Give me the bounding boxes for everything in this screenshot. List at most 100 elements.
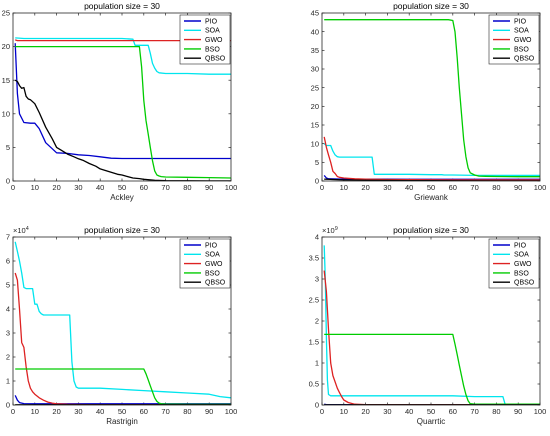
y-tick-label: 1.5: [309, 338, 319, 347]
x-axis-label: Rastrigin: [106, 417, 138, 426]
series-line-qbso: [14, 79, 231, 181]
x-axis-label: Ackley: [110, 193, 134, 202]
multiplier-base: ×10: [322, 226, 335, 235]
x-tick-label: 0: [11, 407, 15, 416]
legend-pio-label: PIO: [205, 242, 218, 249]
x-tick-label: 100: [225, 183, 238, 192]
legend-gwo-label: GWO: [205, 37, 223, 44]
y-tick-label: 2: [315, 317, 319, 326]
x-tick-label: 0: [11, 183, 15, 192]
legend-qbso-label: QBSO: [205, 56, 226, 63]
x-axis-label: Quarrtic: [417, 417, 445, 426]
y-tick-label: 0.5: [309, 380, 319, 389]
x-tick-label: 100: [534, 407, 547, 416]
x-tick-label: 40: [405, 407, 413, 416]
series-line-soa: [323, 143, 540, 177]
axes-box: [12, 12, 232, 182]
legend-soa-label: SOA: [514, 28, 529, 35]
y-tick-label: 0: [6, 177, 10, 186]
y-tick-label: 30: [311, 65, 319, 74]
legend-qbso-label: QBSO: [514, 56, 535, 63]
x-tick-label: 80: [183, 183, 191, 192]
legend-qbso-label: QBSO: [514, 280, 535, 287]
x-tick-label: 0: [320, 407, 324, 416]
x-tick-label: 50: [427, 407, 435, 416]
axes-box: [321, 236, 541, 406]
y-tick-label: 10: [311, 139, 319, 148]
y-tick-label: 10: [2, 109, 10, 118]
x-axis-label: Griewank: [414, 193, 449, 202]
multiplier-base: ×10: [13, 226, 26, 235]
x-tick-label: 70: [470, 407, 478, 416]
x-tick-label: 40: [405, 183, 413, 192]
multiplier-exponent: 9: [335, 226, 338, 232]
y-axis-multiplier: ×109: [322, 226, 338, 235]
y-tick-label: 20: [311, 102, 319, 111]
y-tick-label: 20: [2, 42, 10, 51]
x-tick-label: 80: [492, 407, 500, 416]
y-tick-label: 0: [315, 177, 319, 186]
y-tick-label: 5: [6, 281, 10, 290]
x-tick-label: 50: [427, 183, 435, 192]
series-line-gwo: [323, 136, 540, 181]
x-tick-label: 20: [52, 407, 60, 416]
y-tick-label: 40: [311, 27, 319, 36]
y-tick-label: 5: [315, 158, 319, 167]
x-tick-label: 60: [140, 183, 148, 192]
chart-title: population size = 30: [393, 1, 469, 11]
axes-box: [12, 236, 232, 406]
series-line-soa: [14, 241, 231, 399]
y-tick-label: 1: [315, 359, 319, 368]
x-tick-label: 10: [340, 407, 348, 416]
x-tick-label: 80: [183, 407, 191, 416]
legend-bso-label: BSO: [205, 46, 220, 53]
legend-soa-label: SOA: [205, 252, 220, 259]
legend-bso-label: BSO: [205, 270, 220, 277]
series-line-bso: [324, 19, 540, 178]
series-line-bso: [15, 45, 231, 179]
chart-title: population size = 30: [84, 1, 160, 11]
y-tick-label: 2: [6, 353, 10, 362]
x-tick-label: 70: [161, 407, 169, 416]
series-line-soa: [15, 37, 231, 75]
axes-box: [321, 12, 541, 182]
y-tick-label: 35: [311, 46, 319, 55]
legend-pio-label: PIO: [205, 18, 218, 25]
series-group: [323, 19, 540, 181]
y-tick-label: 45: [311, 9, 319, 18]
x-tick-label: 100: [225, 407, 238, 416]
y-tick-label: 1: [6, 377, 10, 386]
x-tick-label: 30: [74, 407, 82, 416]
y-tick-label: 3.5: [309, 254, 319, 263]
x-tick-label: 90: [205, 183, 213, 192]
y-tick-label: 2.5: [309, 296, 319, 305]
chart-title: population size = 30: [84, 225, 160, 235]
x-tick-label: 80: [492, 183, 500, 192]
x-tick-label: 90: [514, 183, 522, 192]
legend: PIO SOA GWO BSO QBSO: [488, 238, 540, 289]
multiplier-exponent: 4: [26, 226, 29, 232]
legend-pio-label: PIO: [514, 242, 527, 249]
y-tick-label: 15: [2, 76, 10, 85]
x-tick-label: 60: [449, 407, 457, 416]
y-tick-label: 0: [6, 401, 10, 410]
x-tick-label: 50: [118, 183, 126, 192]
legend: PIO SOA GWO BSO QBSO: [179, 14, 231, 65]
legend-qbso-label: QBSO: [205, 280, 226, 287]
x-tick-label: 40: [96, 407, 104, 416]
x-tick-label: 30: [74, 183, 82, 192]
x-tick-label: 40: [96, 183, 104, 192]
series-line-gwo: [15, 39, 231, 42]
y-tick-label: 0: [315, 401, 319, 410]
x-tick-label: 50: [118, 407, 126, 416]
series-line-bso: [15, 368, 231, 405]
x-tick-label: 10: [31, 407, 39, 416]
x-tick-label: 20: [361, 183, 369, 192]
legend-soa-label: SOA: [205, 28, 220, 35]
x-tick-label: 20: [52, 183, 60, 192]
x-tick-label: 90: [514, 407, 522, 416]
